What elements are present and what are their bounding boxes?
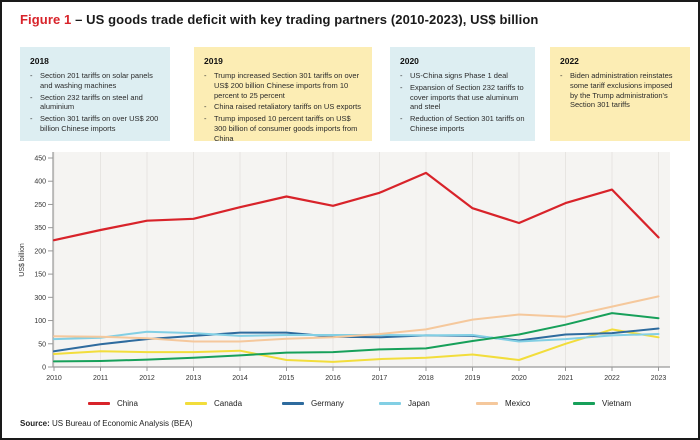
y-tick-label: 0 [42, 365, 46, 372]
annotation-box-2018: 2018 - Section 201 tariffs on solar panels… [20, 47, 170, 141]
legend-item-vietnam: Vietnam [573, 397, 670, 409]
annotation-bullet: - Section 301 tariffs on over US$ 200 bil… [30, 114, 159, 133]
x-tick-label: 2014 [232, 375, 248, 382]
legend-label: Mexico [505, 398, 531, 408]
legend-item-china: China [88, 397, 185, 409]
annotation-year: 2019 [204, 56, 223, 66]
y-tick-label: 150 [34, 272, 46, 279]
figure-title-separator: – [71, 12, 87, 27]
legend-item-mexico: Mexico [476, 397, 573, 409]
x-tick-label: 2012 [139, 375, 155, 382]
legend-label: Japan [408, 398, 430, 408]
line-canada [53, 328, 660, 363]
x-tick-label: 2023 [651, 375, 667, 382]
annotation-bullet: - China raised retaliatory tariffs on US … [204, 102, 362, 112]
y-tick-label: 400 [34, 179, 46, 186]
legend-label: Vietnam [602, 398, 632, 408]
legend-swatch-japan [379, 401, 401, 405]
annotation-year: 2018 [30, 56, 49, 66]
legend-swatch-mexico [476, 401, 498, 405]
annotation-box-2019: 2019 - Trump increased Section 301 tariffs… [194, 47, 372, 143]
annotation-year: 2022 [560, 56, 579, 66]
x-tick-label: 2018 [418, 375, 434, 382]
chart-legend: China Canada Germany Japan Mexico Vietnam [88, 397, 670, 409]
source-label: Source: [20, 419, 50, 428]
y-tick-label: 300 [34, 295, 46, 302]
legend-label: Germany [311, 398, 344, 408]
legend-swatch-china [88, 401, 110, 405]
figure-title-text: US goods trade deficit with key trading … [86, 12, 539, 27]
annotation-bullet: - Reduction of Section 301 tariffs on Chi… [400, 114, 525, 133]
source-note: Source: US Bureau of Economic Analysis (… [20, 419, 193, 428]
line-mexico [53, 295, 660, 343]
x-tick-label: 2021 [558, 375, 574, 382]
y-tick-label: 350 [34, 225, 46, 232]
legend-swatch-germany [282, 401, 304, 405]
annotation-box-2020: 2020 - US-China signs Phase 1 deal - Expansi… [390, 47, 535, 141]
source-text: US Bureau of Economic Analysis (BEA) [49, 419, 193, 428]
x-tick-label: 2010 [46, 375, 62, 382]
annotation-bullet: - Biden administration reinstates some ta… [560, 71, 673, 110]
y-tick-label: 450 [34, 156, 46, 163]
figure-title: Figure 1 – US goods trade deficit with k… [20, 12, 538, 27]
x-tick-label: 2020 [511, 375, 527, 382]
line-china [52, 171, 660, 242]
figure-label: Figure 1 [20, 12, 72, 27]
annotation-bullet: - Expansion of Section 232 tariffs to cov… [400, 82, 524, 112]
legend-label: China [117, 398, 138, 408]
x-tick-label: 2019 [465, 375, 481, 382]
annotation-bullet: - Trump increased Section 301 tariffs on … [204, 71, 360, 100]
y-tick-label: 100 [34, 318, 46, 325]
x-tick-label: 2016 [325, 375, 341, 382]
annotation-bullet: - Section 201 tariffs on solar panels and… [30, 71, 153, 90]
annotation-bullet: - Section 232 tariffs on steel and alumin… [30, 92, 143, 112]
x-tick-label: 2022 [604, 375, 620, 382]
y-tick-label: 200 [34, 248, 46, 255]
x-tick-label: 2017 [372, 375, 388, 382]
legend-item-germany: Germany [282, 397, 379, 409]
x-tick-label: 2011 [93, 375, 108, 382]
x-tick-label: 2013 [186, 375, 202, 382]
annotation-year: 2020 [400, 56, 419, 66]
y-axis: 450 400 250 350 200 150 300 100 50 0 [34, 156, 53, 372]
y-tick-label: 250 [34, 202, 46, 209]
legend-swatch-canada [185, 401, 207, 405]
annotation-box-2022: 2022 - Biden administration reinstates som… [550, 47, 690, 141]
y-axis-title: US$ billion [19, 243, 26, 277]
annotation-bullet: - Trump imposed 10 percent tariffs on US$… [204, 114, 358, 143]
legend-label: Canada [214, 398, 243, 408]
legend-item-canada: Canada [185, 397, 282, 409]
legend-swatch-vietnam [573, 401, 595, 405]
x-tick-label: 2015 [279, 375, 295, 382]
annotation-bullet: - US-China signs Phase 1 deal [400, 71, 508, 81]
x-axis: 2010 2011 2012 2013 2014 2015 2016 2017 2018 2019… [46, 367, 666, 382]
legend-item-japan: Japan [379, 397, 476, 409]
y-tick-label: 50 [38, 341, 46, 348]
line-vietnam [53, 312, 660, 363]
